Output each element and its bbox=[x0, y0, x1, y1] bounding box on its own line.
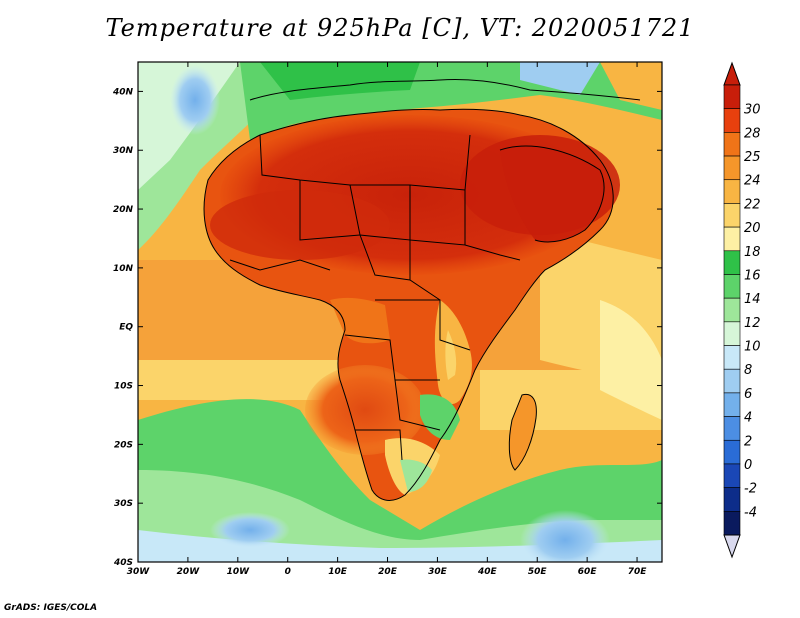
footer-credit: GrADS: IGES/COLA bbox=[4, 603, 98, 613]
colorbar-label: 2 bbox=[744, 434, 752, 449]
country-borders bbox=[203, 79, 641, 501]
x-tick-label: 0 bbox=[285, 567, 291, 577]
colorbar-label: 25 bbox=[744, 150, 761, 165]
x-tick-label: 50E bbox=[528, 567, 548, 577]
colorbar-label: 20 bbox=[744, 221, 761, 236]
x-tick-label: 20E bbox=[378, 567, 398, 577]
colorbar-swatch bbox=[723, 511, 741, 536]
colorbar-label: 0 bbox=[744, 458, 752, 473]
africa-coastline bbox=[203, 108, 614, 501]
colorbar-swatch bbox=[723, 226, 741, 252]
colorbar-label: 14 bbox=[744, 292, 761, 307]
x-tick-label: 70E bbox=[628, 567, 648, 577]
colorbar-swatch bbox=[723, 392, 741, 417]
y-tick-label: 40S bbox=[113, 558, 133, 568]
x-tick-label: 30W bbox=[127, 567, 151, 577]
colorbar-label: -4 bbox=[744, 505, 757, 520]
y-tick-label: 20N bbox=[113, 205, 134, 215]
europe-coastline bbox=[249, 79, 641, 101]
y-tick-label: 10N bbox=[113, 264, 134, 274]
colorbar-top-cap bbox=[723, 61, 741, 86]
temperature-field bbox=[138, 62, 662, 562]
colorbar-swatch bbox=[723, 155, 741, 181]
colorbar-label: 24 bbox=[744, 174, 761, 189]
colorbar-label: 4 bbox=[744, 411, 752, 426]
colorbar-swatch bbox=[723, 203, 741, 228]
colorbar-swatch bbox=[723, 132, 741, 157]
chart-title: Temperature at 925hPa [C], VT: 202005172… bbox=[105, 14, 695, 42]
colorbar-swatch bbox=[723, 84, 741, 109]
x-tick-label: 60E bbox=[578, 567, 598, 577]
x-tick-label: 10E bbox=[328, 567, 348, 577]
x-tick-label: 40E bbox=[477, 567, 498, 577]
colorbar-swatch bbox=[723, 439, 741, 465]
colorbar-label: 6 bbox=[744, 387, 752, 402]
colorbar-swatch bbox=[723, 345, 741, 370]
colorbar-swatch bbox=[723, 179, 741, 204]
colorbar-label: 22 bbox=[744, 197, 761, 212]
x-tick-label: 20W bbox=[177, 567, 201, 577]
colorbar-label: 8 bbox=[744, 363, 752, 378]
y-tick-label: 40N bbox=[112, 87, 134, 97]
colorbar-swatch bbox=[723, 297, 741, 323]
y-tick-label: 20S bbox=[114, 440, 133, 450]
madagascar-coastline bbox=[508, 393, 537, 471]
x-tick-label: 30E bbox=[428, 567, 448, 577]
colorbar-swatch bbox=[723, 463, 741, 488]
colorbar-swatch bbox=[723, 321, 741, 346]
colorbar-label: 18 bbox=[744, 245, 761, 260]
x-tick-label: 10W bbox=[227, 567, 251, 577]
colorbar-label: 10 bbox=[744, 340, 761, 355]
colorbar-swatch bbox=[723, 108, 741, 133]
colorbar-swatch bbox=[723, 487, 741, 512]
y-tick-label: 10S bbox=[114, 382, 133, 392]
colorbar-label: 12 bbox=[744, 316, 761, 331]
colorbar-label: 16 bbox=[744, 268, 761, 283]
colorbar-swatch bbox=[723, 274, 741, 299]
arabia-coastline bbox=[499, 145, 605, 243]
y-axis: 40N 30N 20N 10N EQ 10S 20S 30S 40S bbox=[112, 87, 662, 568]
colorbar-swatch bbox=[723, 250, 741, 275]
colorbar-label: 28 bbox=[744, 126, 761, 141]
plot-frame bbox=[137, 61, 663, 563]
y-tick-label: 30N bbox=[113, 146, 134, 156]
y-tick-label: 30S bbox=[114, 499, 133, 509]
x-axis: 30W 20W 10W 0 10E 20E 30E 40E 50E 60E 70E bbox=[127, 62, 647, 577]
colorbar-label: 30 bbox=[744, 103, 761, 118]
colorbar-swatch bbox=[723, 368, 741, 394]
colorbar-bottom-cap bbox=[723, 534, 741, 559]
y-tick-label: EQ bbox=[119, 323, 133, 333]
colorbar-swatch bbox=[723, 416, 741, 441]
colorbar-label: -2 bbox=[744, 482, 757, 497]
